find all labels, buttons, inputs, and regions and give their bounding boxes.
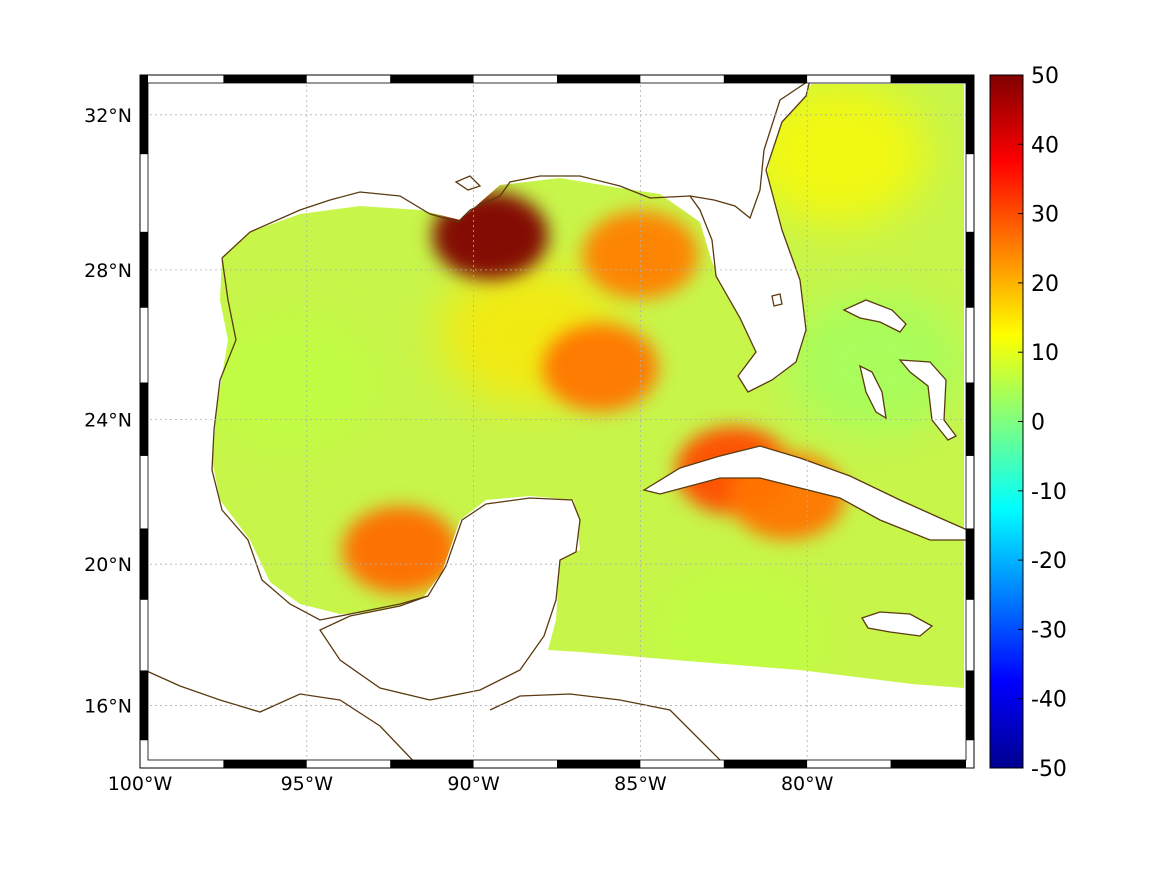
frame-right-segment — [966, 231, 974, 308]
frame-left-segment — [140, 740, 148, 768]
x-tick-label: 95°W — [281, 773, 334, 795]
frame-top-segment — [473, 75, 557, 83]
frame-bottom-segment — [223, 760, 307, 768]
frame-left-segment — [140, 382, 148, 456]
x-tick-labels: 100°W 95°W 90°W 85°W 80°W — [108, 773, 834, 795]
lake-okeechobee — [771, 293, 783, 307]
frame-left-segment — [140, 455, 148, 529]
y-tick-label: 20°N — [84, 554, 132, 576]
frame-right-segment — [966, 75, 974, 155]
bahamas-eleuthera — [898, 359, 957, 441]
colorbar-tick-label: 0 — [1031, 411, 1045, 436]
colorbar-tick-label: 20 — [1031, 272, 1059, 297]
frame-bottom-segment — [807, 760, 891, 768]
frame-bottom-segment — [557, 760, 641, 768]
frame-right-segment — [966, 154, 974, 232]
field-bahamas — [783, 293, 964, 434]
x-tick-label: 100°W — [108, 773, 173, 795]
bahamas-abaco — [842, 299, 907, 333]
map-frame — [139, 74, 975, 769]
frame-bottom-segment — [723, 760, 808, 768]
frame-left-segment — [140, 528, 148, 600]
frame-top-segment — [306, 75, 391, 83]
colorbar-tick-label: 10 — [1031, 341, 1059, 366]
jamaica-landmass — [861, 611, 934, 637]
frame-bottom-segment — [390, 760, 474, 768]
frame-left-segment — [140, 75, 148, 155]
x-tick-label: 85°W — [614, 773, 667, 795]
frame-right-segment — [966, 740, 974, 768]
central-america-coast — [140, 667, 421, 768]
gulf-coast — [211, 175, 691, 621]
frame-bottom-segment — [473, 760, 557, 768]
y-tick-label: 16°N — [84, 695, 132, 717]
honduras-coast — [489, 693, 721, 761]
y-tick-label: 32°N — [84, 105, 132, 127]
frame-top-segment — [557, 75, 641, 83]
colorbar-tick-label: -30 — [1031, 618, 1067, 643]
florida-landmass — [688, 78, 812, 393]
colorbar-tick-label: 50 — [1031, 64, 1059, 89]
field-western-gulf — [212, 312, 381, 453]
y-tick-label: 28°N — [84, 260, 132, 282]
y-tick-label: 24°N — [84, 409, 132, 431]
frame-top-segment — [223, 75, 307, 83]
yucatan-landmass — [319, 497, 581, 701]
frame-top-segment — [640, 75, 724, 83]
colorbar-tick-labels: 50 40 30 20 10 0 -10 -20 -30 -40 -50 — [1018, 64, 1067, 782]
x-tick-label: 80°W — [781, 773, 834, 795]
frame-right-segment — [966, 382, 974, 456]
colorbar-tick-label: -40 — [1031, 688, 1067, 713]
frame-bottom-segment — [890, 760, 974, 768]
frame-right-segment — [966, 528, 974, 600]
frame-bottom-segment — [306, 760, 391, 768]
frame-right-segment — [966, 455, 974, 529]
frame-right-segment — [966, 599, 974, 671]
colorbar-tick-label: 40 — [1031, 133, 1059, 158]
frame-left-segment — [140, 154, 148, 232]
frame-top-segment — [140, 75, 224, 83]
frame-outline — [139, 74, 975, 769]
field-atlantic-east-florida — [747, 84, 928, 225]
frame-right-segment — [966, 670, 974, 741]
frame-left-segment — [140, 231, 148, 308]
frame-inner-outline — [147, 82, 967, 761]
frame-right-segment — [966, 307, 974, 383]
frame-top-segment — [723, 75, 808, 83]
colorbar-tick-label: -50 — [1031, 757, 1067, 782]
field-loop-current — [542, 323, 659, 412]
field-campeche-bay — [342, 505, 459, 594]
frame-left-segment — [140, 599, 148, 671]
frame-bottom-segment — [640, 760, 724, 768]
y-tick-labels: 32°N 28°N 24°N 20°N 16°N — [84, 105, 132, 718]
frame-top-segment — [807, 75, 891, 83]
frame-bottom-segment — [140, 760, 224, 768]
colorbar-tick-label: -20 — [1031, 549, 1067, 574]
bahamas-andros — [859, 364, 887, 420]
frame-top-segment — [390, 75, 474, 83]
frame-left-segment — [140, 307, 148, 383]
colorbar: 50 40 30 20 10 0 -10 -20 -30 -40 -50 — [989, 64, 1067, 782]
frame-left-segment — [140, 670, 148, 741]
colorbar-tick-label: -10 — [1031, 480, 1067, 505]
frame-top-segment — [890, 75, 974, 83]
graticule — [140, 75, 974, 768]
colorbar-tick-label: 30 — [1031, 203, 1059, 228]
coastlines — [140, 78, 973, 768]
x-tick-label: 90°W — [447, 773, 500, 795]
field-northeast-gulf-warm — [582, 210, 699, 299]
